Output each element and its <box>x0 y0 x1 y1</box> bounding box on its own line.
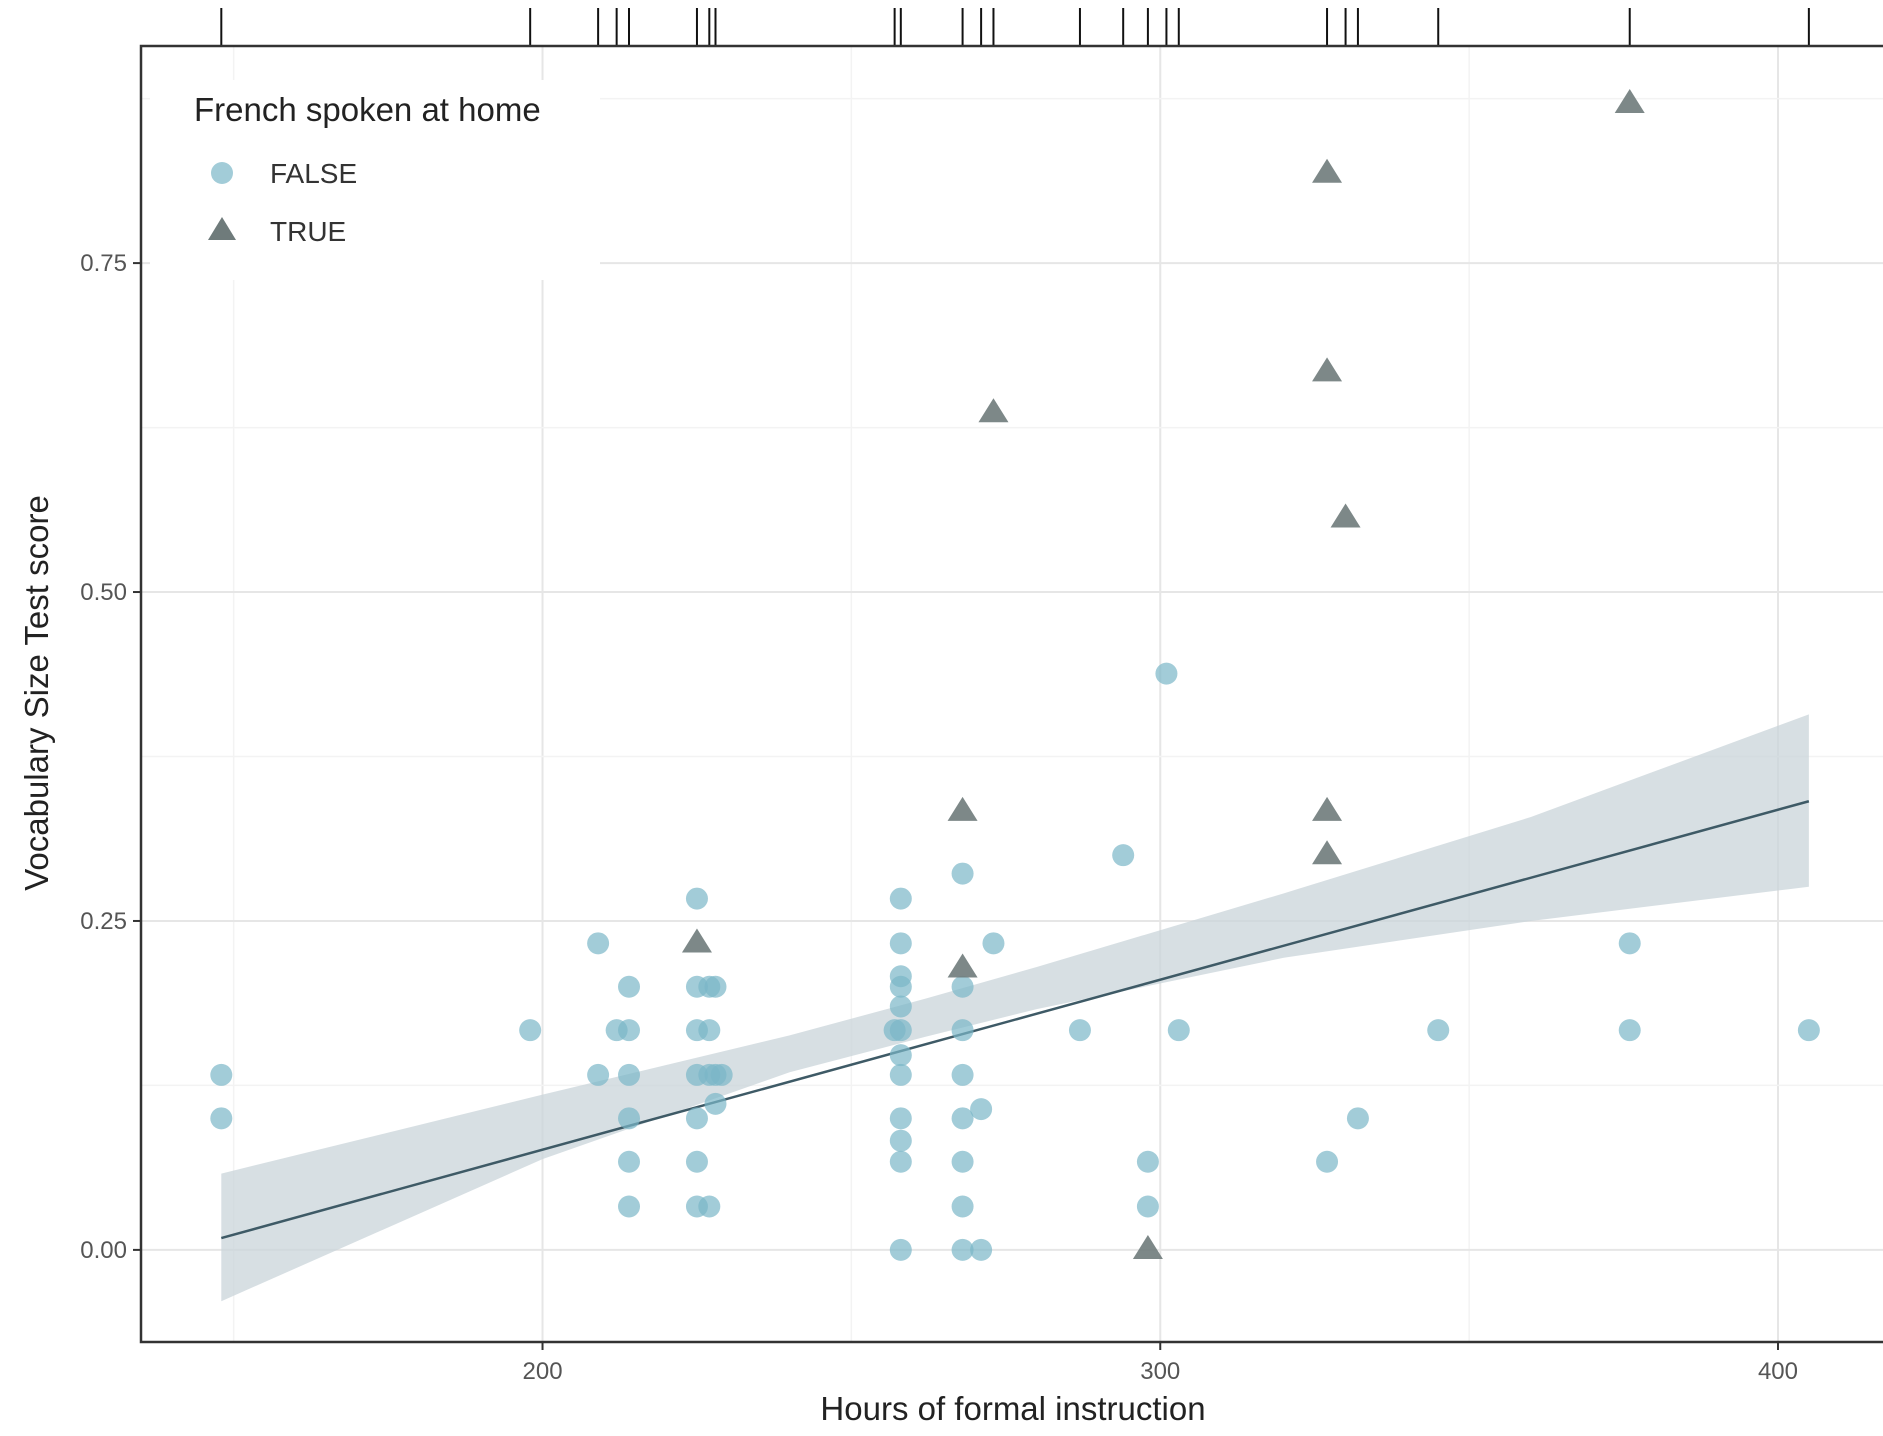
confidence-band <box>221 714 1809 1302</box>
data-point-false <box>951 1238 974 1261</box>
y-tick-label: 0.00 <box>80 1237 127 1264</box>
data-point-false <box>889 1019 912 1042</box>
y-tick-label: 0.25 <box>80 908 127 935</box>
data-point-false <box>1068 1019 1091 1042</box>
data-point-false <box>889 1150 912 1173</box>
data-point-true <box>978 398 1009 423</box>
x-axis-title: Hours of formal instruction <box>820 1390 1205 1427</box>
y-tick-label: 0.50 <box>80 579 127 606</box>
data-point-false <box>1427 1019 1450 1042</box>
data-point-true <box>947 796 978 821</box>
confidence-band-layer <box>221 714 1809 1302</box>
data-point-false <box>951 862 974 885</box>
data-point-true <box>1312 796 1343 821</box>
y-axis-title: Vocabulary Size Test score <box>18 495 55 891</box>
x-tick-label: 300 <box>1140 1358 1180 1385</box>
data-point-true <box>1330 503 1361 528</box>
data-point-false <box>618 1150 641 1173</box>
data-point-false <box>951 1107 974 1130</box>
data-point-false <box>889 1063 912 1086</box>
data-point-false <box>698 1195 721 1218</box>
data-point-false <box>889 932 912 955</box>
data-point-false <box>618 1063 641 1086</box>
data-point-false <box>889 1238 912 1261</box>
legend: French spoken at home FALSE TRUE <box>150 80 600 280</box>
data-point-false <box>951 1195 974 1218</box>
axis-layer: 200 300 400 0.00 0.25 0.50 0.75 <box>80 250 1798 1385</box>
data-point-false <box>1167 1019 1190 1042</box>
data-point-false <box>698 1019 721 1042</box>
data-point-true <box>681 928 712 953</box>
data-point-false <box>951 1063 974 1086</box>
data-point-false <box>951 1019 974 1042</box>
data-point-false <box>519 1019 542 1042</box>
data-point-false <box>1155 662 1178 685</box>
legend-true-label: TRUE <box>270 216 346 247</box>
panel-border <box>139 44 1883 1344</box>
data-point-false <box>1136 1150 1159 1173</box>
data-point-false <box>685 1107 708 1130</box>
data-point-false <box>618 975 641 998</box>
fit-line <box>220 800 1810 1240</box>
data-points-layer <box>210 89 1820 1261</box>
legend-false-key <box>211 162 233 184</box>
data-point-true <box>1312 357 1343 382</box>
data-point-true <box>1614 89 1645 114</box>
grid-layer <box>141 46 1883 1342</box>
data-point-false <box>889 995 912 1018</box>
data-point-false <box>704 1092 727 1115</box>
data-point-false <box>970 1238 993 1261</box>
data-point-false <box>210 1107 233 1130</box>
data-point-false <box>889 1044 912 1067</box>
data-point-false <box>970 1098 993 1121</box>
data-point-false <box>889 887 912 910</box>
data-point-false <box>618 1019 641 1042</box>
rug-layer <box>220 8 1810 46</box>
data-point-false <box>951 1150 974 1173</box>
data-point-true <box>1312 158 1343 183</box>
data-point-false <box>587 932 610 955</box>
data-point-false <box>889 1129 912 1152</box>
data-point-false <box>704 975 727 998</box>
y-tick-label: 0.75 <box>80 250 127 277</box>
fit-line-layer <box>220 800 1810 1240</box>
data-point-false <box>587 1063 610 1086</box>
data-point-false <box>1346 1107 1369 1130</box>
x-tick-label: 200 <box>523 1358 563 1385</box>
legend-false-label: FALSE <box>270 158 357 189</box>
data-point-false <box>889 1107 912 1130</box>
data-point-false <box>210 1063 233 1086</box>
data-point-false <box>1136 1195 1159 1218</box>
data-point-false <box>1797 1019 1820 1042</box>
data-point-false <box>982 932 1005 955</box>
data-point-false <box>1112 844 1135 867</box>
data-point-true <box>947 953 978 978</box>
data-point-false <box>710 1063 733 1086</box>
data-point-false <box>1618 932 1641 955</box>
data-point-true <box>1312 840 1343 865</box>
data-point-false <box>889 975 912 998</box>
data-point-false <box>951 975 974 998</box>
data-point-false <box>1618 1019 1641 1042</box>
x-tick-label: 400 <box>1758 1358 1798 1385</box>
data-point-false <box>685 1150 708 1173</box>
legend-title: French spoken at home <box>194 91 541 128</box>
legend-true-key <box>208 217 236 240</box>
data-point-true <box>1132 1235 1163 1260</box>
data-point-false <box>618 1107 641 1130</box>
data-point-false <box>685 887 708 910</box>
data-point-false <box>1316 1150 1339 1173</box>
data-point-false <box>618 1195 641 1218</box>
